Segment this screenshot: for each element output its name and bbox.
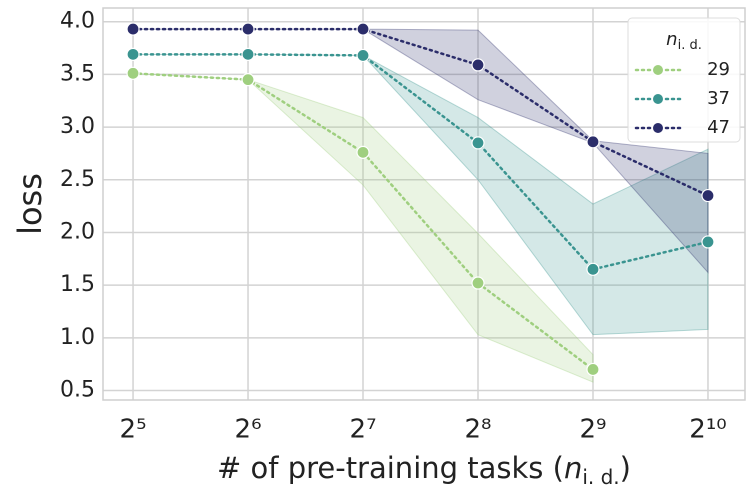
x-axis-label: # of pre-training tasks (ni. d.) xyxy=(217,451,631,489)
data-point xyxy=(471,136,485,150)
plot-frame xyxy=(102,7,746,401)
x-tick-label: 2⁵ xyxy=(120,415,147,445)
y-tick-label: 3.5 xyxy=(60,61,95,86)
data-point xyxy=(356,22,370,36)
legend-label: 47 xyxy=(707,117,730,138)
data-point xyxy=(586,362,600,377)
data-point xyxy=(701,235,715,249)
data-point xyxy=(356,48,370,63)
data-point xyxy=(126,47,140,61)
data-point xyxy=(241,47,255,61)
y-tick-label: 3.0 xyxy=(60,114,95,139)
x-tick-label: 2⁸ xyxy=(465,415,492,445)
data-point xyxy=(701,188,715,203)
legend-label: 37 xyxy=(707,88,730,109)
y-tick-label: 4.0 xyxy=(60,9,95,34)
data-point xyxy=(241,22,255,36)
data-point xyxy=(586,135,600,149)
data-point xyxy=(471,58,485,72)
legend-marker xyxy=(652,64,664,76)
x-axis-label-text: # of pre-training tasks ( xyxy=(217,451,564,485)
data-point xyxy=(586,262,600,276)
data-point xyxy=(241,73,255,87)
data-point xyxy=(126,66,140,80)
x-axis-label-symbol: n xyxy=(564,451,582,485)
x-tick-label: 2⁷ xyxy=(350,415,377,445)
legend-box xyxy=(627,17,741,143)
data-point xyxy=(126,22,140,36)
y-tick-label: 1.5 xyxy=(60,272,95,297)
y-tick-label: 2.0 xyxy=(60,219,95,244)
data-point xyxy=(356,145,370,159)
x-tick-label: 2⁶ xyxy=(235,415,262,445)
series-line xyxy=(131,27,710,197)
x-tick-label: 2¹⁰ xyxy=(689,415,726,445)
y-tick-label: 0.5 xyxy=(60,378,95,403)
x-axis-label-subscript: i. d. xyxy=(582,465,619,489)
legend-title: ni. d. xyxy=(666,29,702,53)
legend-title-subscript: i. d. xyxy=(678,38,702,53)
data-point xyxy=(471,276,485,290)
x-tick-label: 2⁹ xyxy=(580,415,607,445)
legend-label: 29 xyxy=(707,59,730,80)
y-axis-label: loss xyxy=(11,173,49,235)
y-tick-label: 2.5 xyxy=(60,167,95,192)
series-line xyxy=(131,53,710,271)
legend-marker xyxy=(652,122,664,134)
legend-marker xyxy=(652,93,664,105)
legend-title-symbol: n xyxy=(666,29,677,50)
x-axis-label-close: ) xyxy=(620,451,631,485)
y-tick-label: 1.0 xyxy=(60,325,95,350)
